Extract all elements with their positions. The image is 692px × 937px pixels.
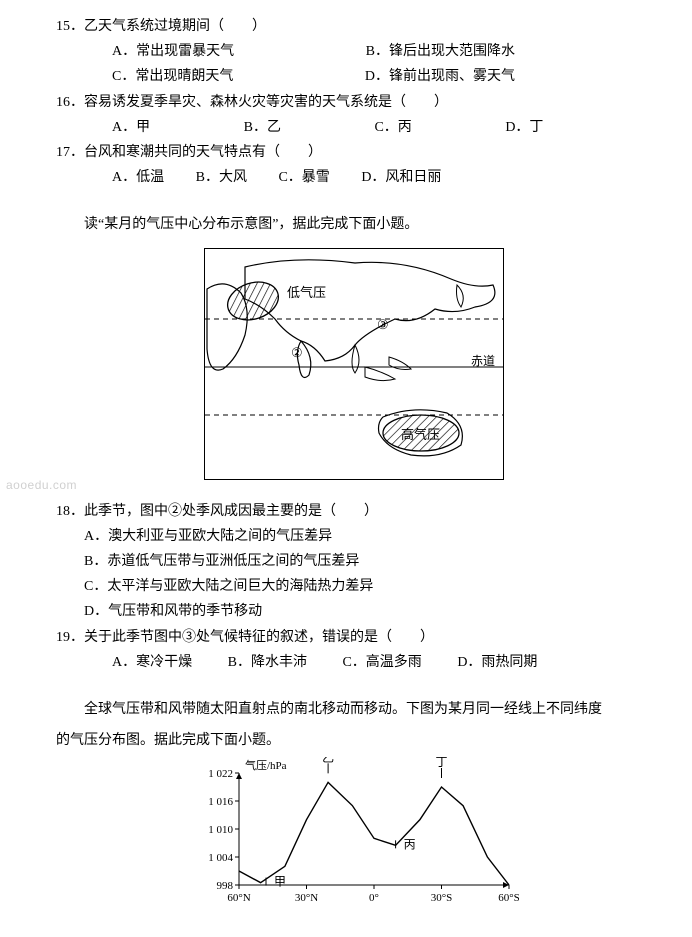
q17-stem: 17．台风和寒潮共同的天气特点有（ ）: [56, 140, 652, 165]
svg-text:30°S: 30°S: [431, 892, 453, 904]
svg-text:赤道: 赤道: [471, 354, 495, 368]
q15-opts-row2: C．常出现晴朗天气 D．锋前出现雨、雾天气: [56, 64, 652, 89]
q17-B: B．大风: [196, 170, 247, 185]
svg-text:甲: 甲: [274, 875, 286, 889]
svg-text:30°N: 30°N: [295, 892, 318, 904]
q16-A: A．甲: [112, 120, 150, 135]
q17-A: A．低温: [112, 170, 164, 185]
intro2a: 全球气压带和风带随太阳直射点的南北移动而移动。下图为某月同一经线上不同纬度: [56, 687, 652, 728]
q18-A: A．澳大利亚与亚欧大陆之间的气压差异: [84, 529, 332, 544]
q18-D-line: D．气压带和风带的季节移动: [56, 599, 652, 624]
q15-opts-row1: A．常出现雷暴天气 B．锋后出现大范围降水: [56, 39, 652, 64]
svg-text:气压/hPa: 气压/hPa: [245, 758, 287, 772]
q19-A: A．寒冷干燥: [112, 655, 192, 670]
chart-figure: 气压/hPa 1 022 1 016 1 010 1 004 99860°N 30°N 0° 3…: [56, 757, 652, 916]
intro1: 读“某月的气压中心分布示意图”，据此完成下面小题。: [56, 202, 652, 243]
svg-text:1 010: 1 010: [208, 824, 233, 836]
q18-B: B．赤道低气压带与亚洲低压之间的气压差异: [84, 554, 359, 569]
svg-text:0°: 0°: [369, 892, 379, 904]
svg-text:低气压: 低气压: [287, 285, 326, 300]
q16-C: C．丙: [374, 120, 411, 135]
svg-text:丙: 丙: [404, 838, 416, 852]
svg-text:998: 998: [217, 880, 234, 892]
q19-C: C．高温多雨: [342, 655, 421, 670]
intro2b: 的气压分布图。据此完成下面小题。: [56, 728, 652, 753]
svg-text:60°N: 60°N: [227, 892, 250, 904]
chart-svg: 气压/hPa 1 022 1 016 1 010 1 004 99860°N 30°N 0° 3…: [189, 757, 519, 907]
q15-stem: 15．乙天气系统过境期间（ ）: [56, 14, 652, 39]
q16-stem: 16．容易诱发夏季旱灾、森林火灾等灾害的天气系统是（ ）: [56, 90, 652, 115]
q18-A-line: A．澳大利亚与亚欧大陆之间的气压差异: [56, 524, 652, 549]
q16-B: B．乙: [244, 120, 281, 135]
q16-opts: A．甲 B．乙 C．丙 D．丁: [56, 115, 652, 140]
q19-stem: 19．关于此季节图中③处气候特征的叙述，错误的是（ ）: [56, 625, 652, 650]
q19-opts: A．寒冷干燥 B．降水丰沛 C．高温多雨 D．雨热同期: [56, 650, 652, 675]
q19-B: B．降水丰沛: [228, 655, 307, 670]
q18-D: D．气压带和风带的季节移动: [84, 604, 262, 619]
q15-A: A．常出现雷暴天气: [112, 44, 234, 59]
svg-text:乙: 乙: [322, 757, 334, 764]
q18-B-line: B．赤道低气压带与亚洲低压之间的气压差异: [56, 549, 652, 574]
svg-text:③: ③: [377, 317, 389, 332]
svg-text:②: ②: [291, 345, 303, 360]
svg-text:高气压: 高气压: [401, 427, 440, 442]
q19-D: D．雨热同期: [457, 655, 537, 670]
svg-text:1 004: 1 004: [208, 852, 233, 864]
q18-stem: 18．此季节，图中②处季风成因最主要的是（ ）: [56, 499, 652, 524]
q15-D: D．锋前出现雨、雾天气: [365, 69, 515, 84]
map-svg: 低气压高气压 ② ③ 赤道: [204, 248, 504, 480]
svg-text:丁: 丁: [435, 757, 447, 769]
q17-C: C．暴雪: [278, 170, 329, 185]
q15-B: B．锋后出现大范围降水: [366, 44, 515, 59]
q15-C: C．常出现晴朗天气: [112, 69, 233, 84]
watermark: aooedu.com: [6, 478, 77, 492]
q17-opts: A．低温 B．大风 C．暴雪 D．风和日丽: [56, 165, 652, 190]
q18-C-line: C．太平洋与亚欧大陆之间巨大的海陆热力差异: [56, 574, 652, 599]
svg-text:1 022: 1 022: [208, 768, 233, 780]
svg-text:1 016: 1 016: [208, 796, 233, 808]
svg-text:60°S: 60°S: [498, 892, 519, 904]
q18-C: C．太平洋与亚欧大陆之间巨大的海陆热力差异: [84, 579, 373, 594]
q17-D: D．风和日丽: [361, 170, 441, 185]
q16-D: D．丁: [505, 120, 543, 135]
page-content: 15．乙天气系统过境期间（ ） A．常出现雷暴天气 B．锋后出现大范围降水 C．…: [0, 0, 692, 937]
map-figure: 低气压高气压 ② ③ 赤道: [56, 248, 652, 489]
